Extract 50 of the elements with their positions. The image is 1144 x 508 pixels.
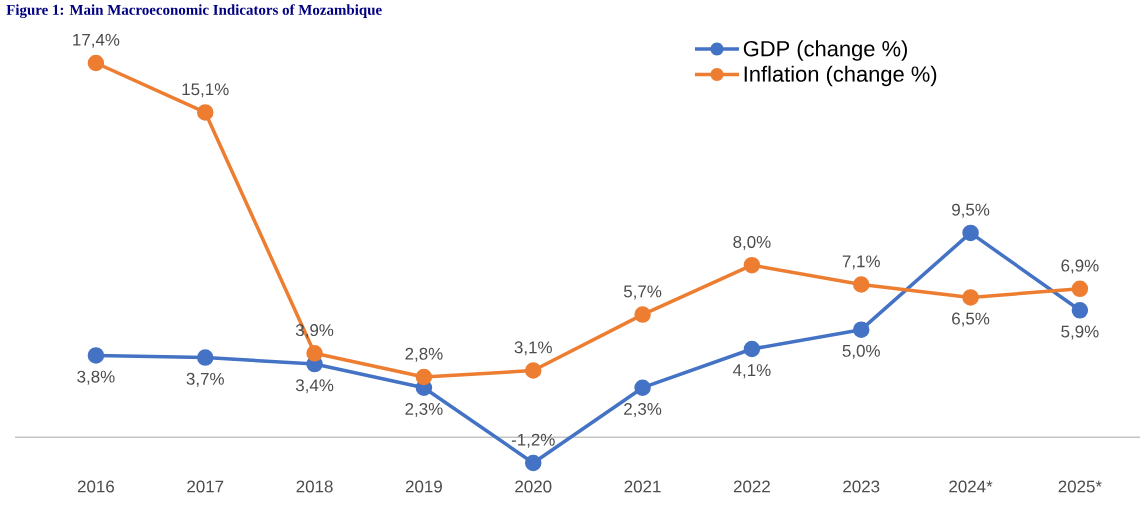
x-tick-label: 2020 <box>515 480 552 493</box>
legend-label: GDP (change %) <box>743 40 907 61</box>
point <box>87 54 105 72</box>
point <box>634 379 651 396</box>
data-label: 2,3% <box>624 402 662 417</box>
x-tick-label: 2016 <box>77 480 114 493</box>
point <box>415 368 433 386</box>
point <box>197 349 214 366</box>
x-tick-label: 2021 <box>624 480 661 493</box>
legend-label: Inflation (change %) <box>744 65 937 87</box>
point <box>852 321 870 338</box>
point <box>197 104 214 121</box>
data-label: 3,8% <box>77 370 115 385</box>
point <box>743 340 761 358</box>
data-label: 3,4% <box>295 379 334 394</box>
x-tick-label: 2024* <box>949 480 993 493</box>
data-label: 8,0% <box>733 235 771 250</box>
data-label: 5,9% <box>1061 325 1099 340</box>
point <box>634 306 651 323</box>
data-label: 17,4% <box>73 33 120 48</box>
x-tick-label: 2018 <box>296 480 333 493</box>
data-label: 4,1% <box>732 364 771 379</box>
data-label: 7,1% <box>842 255 880 270</box>
point <box>87 347 105 364</box>
chart-title: Figure 1: Main Macroeconomic Indicators of Mozambique <box>6 4 382 19</box>
point <box>1071 302 1089 319</box>
point <box>1071 280 1089 298</box>
point <box>524 454 542 472</box>
data-label: 2,8% <box>405 347 443 362</box>
data-label: 9,5% <box>952 203 990 218</box>
x-tick-label: 2019 <box>405 480 442 493</box>
point <box>852 276 870 293</box>
x-tick-label: 2025* <box>1058 480 1102 493</box>
point <box>962 289 979 306</box>
data-label: 6,5% <box>952 312 990 327</box>
point <box>743 256 761 274</box>
data-label: 5,0% <box>842 344 880 359</box>
data-label: 3,7% <box>186 372 224 387</box>
data-label: -1,2% <box>511 433 555 448</box>
data-label: 6,9% <box>1061 259 1099 274</box>
point <box>524 362 542 379</box>
data-label: 5,7% <box>623 285 662 300</box>
x-tick-label: 2017 <box>187 480 224 493</box>
data-label: 3,1% <box>514 341 552 356</box>
x-tick-label: 2023 <box>843 480 880 493</box>
x-tick-label: 2022 <box>733 480 770 493</box>
point <box>306 345 323 362</box>
point <box>962 224 979 242</box>
data-label: 2,3% <box>405 402 443 417</box>
data-label: 15,1% <box>182 83 229 98</box>
